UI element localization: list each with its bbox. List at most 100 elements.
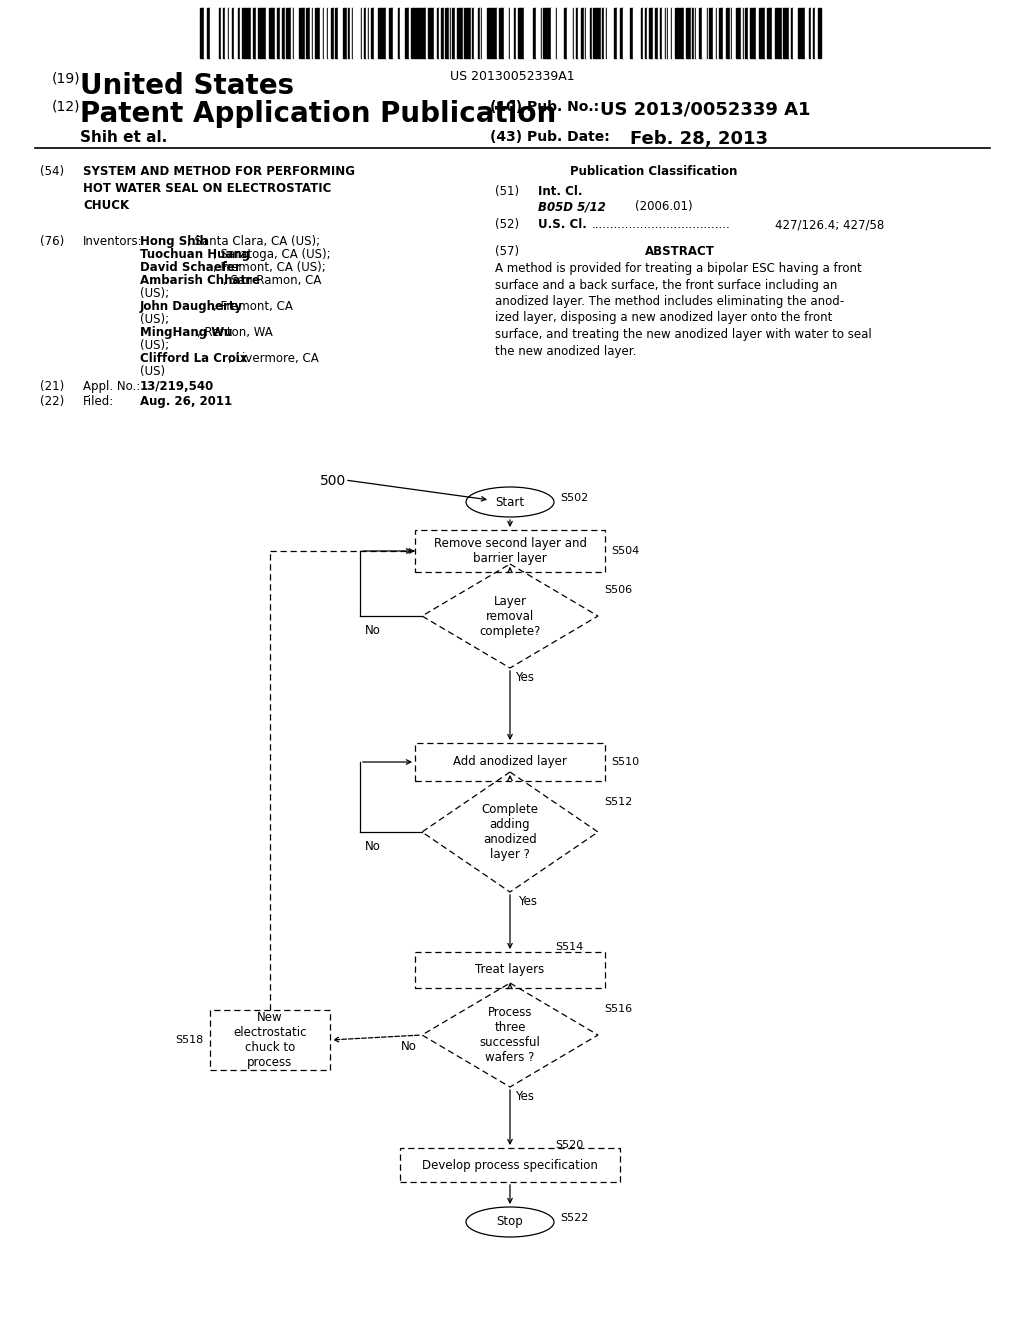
Bar (586, 8, 589, 58)
Text: SYSTEM AND METHOD FOR PERFORMING
HOT WATER SEAL ON ELECTROSTATIC
CHUCK: SYSTEM AND METHOD FOR PERFORMING HOT WAT… (83, 165, 355, 213)
Bar (776, 8, 778, 58)
Text: Stop: Stop (497, 1216, 523, 1229)
Text: (US): (US) (140, 366, 165, 378)
Bar (710, 8, 712, 58)
Bar (398, 8, 400, 58)
Bar (356, 8, 358, 58)
Bar (490, 8, 494, 58)
Bar (504, 8, 507, 58)
Text: ABSTRACT: ABSTRACT (645, 246, 715, 257)
Bar (273, 8, 275, 58)
Text: 500: 500 (319, 474, 346, 488)
Bar (656, 8, 658, 58)
Text: U.S. Cl.: U.S. Cl. (538, 218, 587, 231)
Bar (487, 8, 490, 58)
Bar (796, 8, 798, 58)
Bar (733, 8, 735, 58)
Bar (223, 8, 225, 58)
Bar (294, 8, 296, 58)
Bar (662, 8, 665, 58)
Bar (636, 8, 639, 58)
Text: (76): (76) (40, 235, 65, 248)
Bar (787, 8, 790, 58)
Text: S516: S516 (604, 1005, 632, 1014)
Bar (765, 8, 767, 58)
Text: Process
three
successful
wafers ?: Process three successful wafers ? (479, 1006, 541, 1064)
Text: MingHang Wu: MingHang Wu (140, 326, 232, 339)
Text: S522: S522 (560, 1213, 589, 1224)
Text: Yes: Yes (518, 895, 537, 908)
Bar (680, 8, 682, 58)
Bar (380, 8, 382, 58)
Text: Remove second layer and
barrier layer: Remove second layer and barrier layer (433, 537, 587, 565)
Text: S514: S514 (555, 942, 584, 952)
Text: S518: S518 (176, 1035, 204, 1045)
Text: Appl. No.:: Appl. No.: (83, 380, 140, 393)
Bar (378, 8, 380, 58)
Bar (653, 8, 655, 58)
Text: Develop process specification: Develop process specification (422, 1159, 598, 1172)
Bar (338, 8, 340, 58)
Bar (335, 8, 337, 58)
Bar (630, 8, 633, 58)
Bar (543, 8, 546, 58)
Bar (386, 8, 388, 58)
Text: Start: Start (496, 495, 524, 508)
Bar (461, 8, 463, 58)
Text: Aug. 26, 2011: Aug. 26, 2011 (140, 395, 232, 408)
Bar (790, 8, 791, 58)
Bar (211, 8, 214, 58)
Bar (582, 8, 584, 58)
Bar (419, 8, 421, 58)
Bar (552, 8, 554, 58)
Bar (754, 8, 756, 58)
Bar (726, 8, 728, 58)
Bar (431, 8, 434, 58)
Bar (773, 8, 775, 58)
Text: David Schaefer: David Schaefer (140, 261, 241, 275)
Bar (413, 8, 416, 58)
Text: Complete
adding
anodized
layer ?: Complete adding anodized layer ? (481, 803, 539, 861)
Bar (455, 8, 457, 58)
Text: Treat layers: Treat layers (475, 964, 545, 977)
Bar (518, 8, 520, 58)
Text: S502: S502 (560, 492, 588, 503)
Bar (246, 8, 248, 58)
Bar (548, 8, 550, 58)
Bar (391, 8, 393, 58)
Bar (376, 8, 378, 58)
Bar (324, 8, 326, 58)
Bar (452, 8, 455, 58)
Bar (643, 8, 645, 58)
Text: United States: United States (80, 73, 294, 100)
Bar (658, 8, 660, 58)
Bar (439, 8, 441, 58)
Bar (447, 8, 449, 58)
Bar (557, 8, 559, 58)
Bar (445, 8, 447, 58)
Bar (369, 8, 371, 58)
Bar (562, 8, 564, 58)
Bar (620, 8, 622, 58)
Bar (315, 8, 317, 58)
Text: Hong Shih: Hong Shih (140, 235, 208, 248)
Bar (217, 8, 219, 58)
Bar (434, 8, 437, 58)
Text: , Renton, WA: , Renton, WA (198, 326, 273, 339)
Text: , San Ramon, CA: , San Ramon, CA (223, 275, 322, 286)
Bar (394, 8, 396, 58)
Bar (610, 8, 613, 58)
Bar (267, 8, 269, 58)
Bar (261, 8, 263, 58)
Bar (751, 8, 753, 58)
Bar (214, 8, 217, 58)
Bar (624, 8, 626, 58)
Bar (406, 8, 408, 58)
Text: Clifford La Croix: Clifford La Croix (140, 352, 248, 366)
Bar (442, 8, 444, 58)
Text: Tuochuan Huang: Tuochuan Huang (140, 248, 250, 261)
Bar (739, 8, 741, 58)
Text: 427/126.4; 427/58: 427/126.4; 427/58 (775, 218, 885, 231)
Text: , Fremont, CA: , Fremont, CA (213, 300, 293, 313)
Bar (371, 8, 373, 58)
